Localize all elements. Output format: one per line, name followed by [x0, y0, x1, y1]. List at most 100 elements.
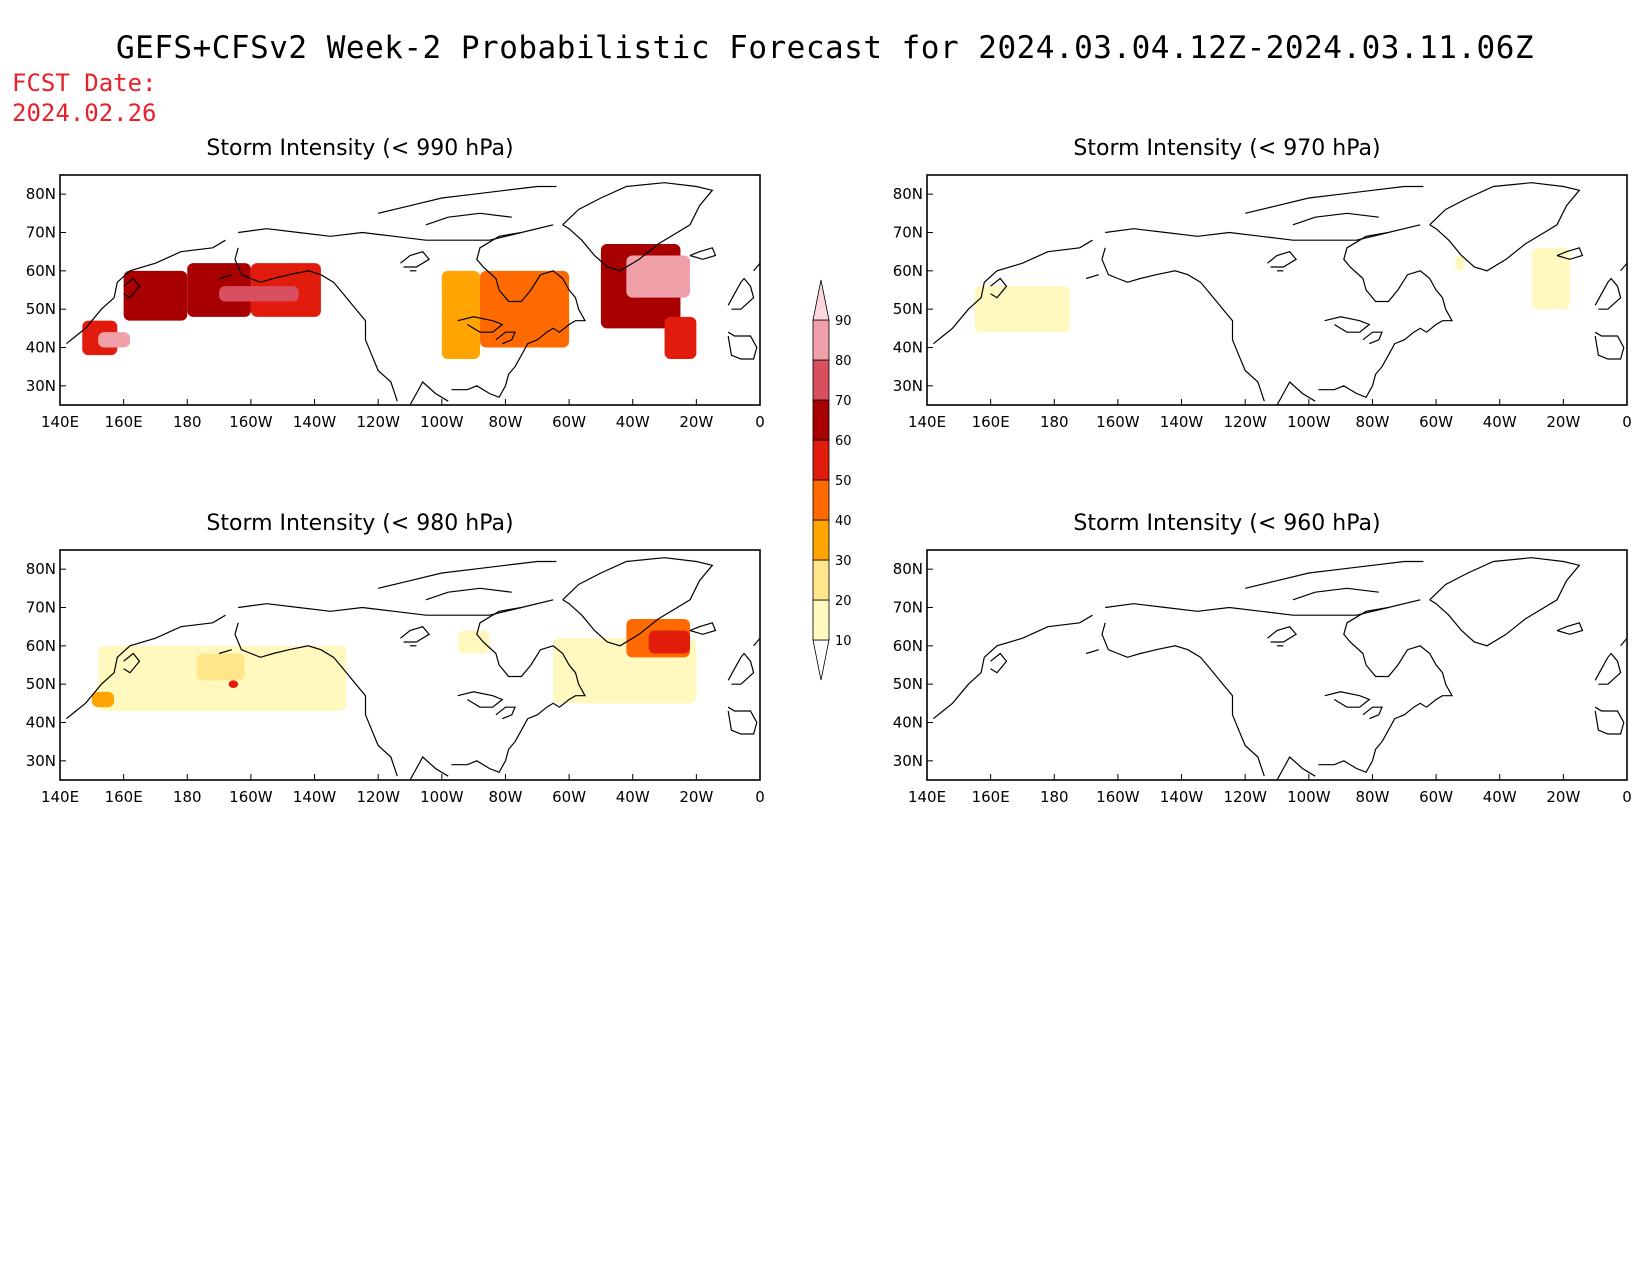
panel-title: Storm Intensity (< 980 hPa): [206, 511, 513, 536]
coastline: [1267, 626, 1298, 643]
coastline: [451, 231, 587, 399]
x-tick-label: 180: [173, 413, 202, 431]
probability-region: [219, 286, 299, 302]
colorbar-bin: [812, 359, 830, 401]
coastline: [689, 622, 717, 635]
x-tick-label: 180: [1040, 413, 1069, 431]
x-tick-label: 0: [1622, 788, 1632, 806]
x-tick-label: 20W: [1546, 788, 1580, 806]
coastlines: [66, 182, 760, 405]
coastline: [727, 706, 758, 735]
coastline: [218, 649, 232, 655]
x-tick-label: 140W: [293, 413, 337, 431]
coastline: [1620, 262, 1627, 272]
y-tick-label: 80N: [26, 185, 56, 203]
coastline: [1594, 331, 1625, 360]
y-tick-label: 50N: [893, 300, 923, 318]
x-tick-label: 160E: [972, 413, 1010, 431]
x-tick-label: 160W: [229, 788, 273, 806]
probability-region: [457, 630, 490, 654]
colorbar-bin: [812, 519, 830, 561]
probability-field: [974, 247, 1570, 333]
y-tick-label: 50N: [893, 675, 923, 693]
colorbar-label: 30: [835, 554, 852, 569]
map-panel-980: Storm Intensity (< 980 hPa) 140E 160E 180 16…: [26, 511, 765, 806]
probability-region: [123, 270, 188, 321]
x-tick-label: 100W: [420, 788, 464, 806]
x-tick-label: 160E: [972, 788, 1010, 806]
coastline: [400, 251, 431, 268]
y-tick-label: 60N: [893, 262, 923, 280]
x-tick-label: 120W: [356, 413, 400, 431]
x-tick-label: 60W: [1419, 788, 1453, 806]
coastline: [1276, 381, 1316, 405]
colorbar: 10 20 30 40 50 60 70 80 90: [812, 279, 852, 681]
y-tick-label: 80N: [893, 185, 923, 203]
probability-region: [664, 316, 697, 359]
coastline: [1105, 599, 1421, 616]
coastline: [727, 331, 758, 360]
coastline: [1292, 212, 1379, 226]
x-tick-label: 60W: [552, 413, 586, 431]
map-frame: [926, 549, 1628, 781]
y-tick-label: 30N: [893, 752, 923, 770]
coastline: [238, 599, 554, 616]
coastline: [1318, 606, 1454, 774]
fcst-date-label: FCST Date:: [12, 69, 157, 97]
panel-title: Storm Intensity (< 990 hPa): [206, 136, 513, 161]
x-tick-label: 80W: [488, 413, 522, 431]
colorbar-label: 20: [835, 594, 852, 609]
x-tick-label: 160W: [229, 413, 273, 431]
coastlines: [933, 182, 1627, 405]
colorbar-label: 50: [835, 474, 852, 489]
x-tick-label: 140W: [293, 788, 337, 806]
coastline: [1556, 622, 1584, 635]
coastline: [66, 614, 226, 720]
x-tick-label: 100W: [420, 413, 464, 431]
probability-region: [98, 332, 130, 348]
colorbar-bin: [812, 439, 830, 481]
probability-region: [187, 263, 251, 317]
coastline: [218, 274, 232, 280]
probability-region: [648, 630, 690, 654]
colorbar-label: 80: [835, 354, 852, 369]
x-tick-label: 100W: [1287, 413, 1331, 431]
coastline: [990, 652, 1008, 674]
main-title: GEFS+CFSv2 Week-2 Probabilistic Forecast…: [115, 30, 1535, 66]
coastline: [1429, 182, 1581, 272]
y-tick-label: 80N: [893, 560, 923, 578]
coastline: [727, 652, 755, 685]
coastline: [451, 606, 587, 774]
y-tick-label: 70N: [893, 599, 923, 617]
coastline: [123, 277, 141, 299]
coastline: [933, 614, 1093, 720]
y-tick-label: 70N: [26, 599, 56, 617]
x-tick-label: 80W: [1355, 788, 1389, 806]
coastline: [1362, 706, 1383, 720]
y-tick-label: 60N: [26, 262, 56, 280]
x-tick-label: 140E: [908, 788, 946, 806]
x-tick-label: 100W: [1287, 788, 1331, 806]
coastline: [1267, 251, 1298, 268]
x-tick-label: 60W: [552, 788, 586, 806]
coastline: [400, 626, 431, 643]
map-frame: [926, 174, 1628, 406]
x-tick-label: 0: [755, 788, 765, 806]
y-tick-label: 30N: [26, 752, 56, 770]
fcst-date-value: 2024.02.26: [12, 99, 157, 127]
coastline: [1101, 622, 1265, 777]
probability-region: [1531, 247, 1570, 310]
y-tick-label: 60N: [893, 637, 923, 655]
x-tick-label: 180: [1040, 788, 1069, 806]
colorbar-bin: [812, 319, 830, 361]
coastline: [1292, 587, 1379, 601]
probability-region: [974, 286, 1071, 333]
coastline: [562, 557, 714, 647]
y-tick-label: 70N: [893, 224, 923, 242]
coastline: [1324, 691, 1371, 708]
panel-title: Storm Intensity (< 960 hPa): [1073, 511, 1380, 536]
x-tick-label: 20W: [1546, 413, 1580, 431]
coastline: [753, 262, 760, 272]
colorbar-label: 70: [835, 394, 852, 409]
